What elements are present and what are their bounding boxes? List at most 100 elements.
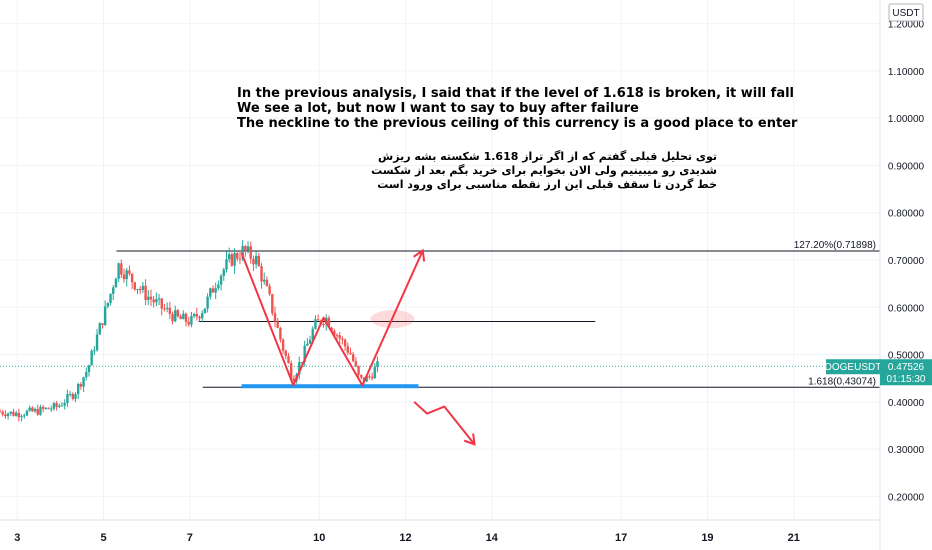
x-tick-label: 10: [313, 532, 325, 544]
candle-body: [141, 285, 145, 290]
candle-body: [79, 384, 83, 387]
candle-body: [87, 365, 91, 373]
candle-body: [201, 313, 204, 319]
currency-label: USDT: [888, 3, 924, 22]
candle-body: [190, 315, 193, 325]
candle-body: [41, 406, 45, 409]
candle-body: [160, 298, 163, 309]
candle-body: [263, 279, 266, 282]
persian-line-3: خط گردن تا سقف قبلی این ارز نقطه مناسبی …: [377, 178, 717, 191]
english-line-3: The neckline to the previous ceiling of …: [237, 116, 798, 131]
x-tick-label: 14: [486, 532, 499, 544]
candle-body: [36, 408, 39, 415]
candle-body: [44, 407, 48, 409]
red-down-path: [413, 401, 476, 445]
candle-body: [311, 328, 314, 340]
candle-body: [179, 316, 182, 320]
candle-body: [373, 367, 376, 379]
y-tick-label: 0.50000: [888, 351, 925, 362]
price-axis[interactable]: 1.20000 1.10000 1.00000 0.90000 0.80000 0.700…: [888, 20, 925, 504]
candle-body: [246, 246, 250, 251]
candle-body: [176, 310, 180, 317]
candle-body: [335, 335, 339, 337]
candle-body: [368, 376, 371, 378]
candle-body: [349, 352, 352, 355]
candle-body: [233, 253, 236, 266]
x-tick-label: 19: [701, 532, 713, 544]
x-tick-label: 17: [615, 532, 627, 544]
candle-body: [66, 394, 69, 403]
candle-body: [155, 299, 158, 303]
candle-body: [222, 269, 225, 276]
candle-body: [265, 279, 269, 287]
candle-body: [219, 275, 223, 285]
candle-body: [346, 346, 349, 353]
grid: [0, 0, 880, 520]
candle-body: [63, 402, 66, 406]
candle-body: [68, 393, 72, 395]
candle-body: [157, 298, 161, 300]
candle-body: [198, 316, 201, 319]
persian-line-1: توی تحلیل قبلی گفتم که از اگر تراز 1.618…: [378, 150, 717, 163]
candle-body: [273, 313, 277, 322]
candle-body: [0, 411, 2, 413]
english-line-1: In the previous analysis, I said that if…: [237, 86, 795, 101]
y-tick-label: 0.70000: [888, 256, 925, 267]
candle-body: [209, 288, 212, 297]
candle-body: [279, 327, 282, 340]
candle-body: [298, 362, 301, 375]
candle-body: [20, 416, 23, 418]
candle-body: [284, 350, 287, 356]
candle-body: [152, 299, 155, 303]
candle-body: [252, 258, 255, 265]
time-axis[interactable]: 3 5 7 10 12 14 17 19 21: [14, 532, 800, 544]
candle-body: [50, 408, 53, 410]
candle-body: [238, 258, 242, 260]
candle-body: [39, 406, 42, 415]
candle-body: [195, 314, 199, 317]
candle-body: [225, 259, 228, 270]
candle-body: [211, 288, 215, 293]
candle-body: [341, 338, 344, 340]
candle-body: [351, 354, 355, 362]
x-tick-label: 12: [399, 532, 411, 544]
candle-body: [25, 410, 29, 416]
candle-body: [327, 317, 331, 328]
candle-body: [289, 363, 293, 379]
candle-body: [55, 403, 58, 407]
candle-body: [82, 377, 85, 387]
english-line-2: We see a lot, but now I want to say to b…: [237, 101, 639, 116]
candle-body: [14, 412, 18, 416]
y-tick-label: 1.00000: [888, 114, 925, 125]
candle-body: [230, 254, 234, 266]
candle-body: [306, 343, 309, 346]
candle-body: [114, 278, 118, 288]
y-tick-label: 0.90000: [888, 161, 925, 172]
candle-body: [98, 323, 101, 335]
up-arrowhead: [413, 248, 426, 262]
candle-body: [249, 246, 252, 259]
red-zigzag-line: [240, 250, 424, 387]
candle-body: [174, 310, 177, 322]
candle-body: [217, 284, 220, 289]
candle-body: [1, 411, 4, 415]
candle-body: [168, 307, 172, 314]
currency-text: USDT: [892, 8, 919, 19]
candle-body: [120, 263, 123, 275]
candle-body: [308, 339, 312, 344]
candle-body: [109, 293, 112, 303]
support-zone: [241, 384, 419, 389]
candle-body: [281, 339, 285, 351]
candle-body: [354, 361, 358, 367]
candle-body: [138, 288, 142, 290]
candle-body: [343, 339, 347, 347]
x-tick-label: 5: [100, 532, 106, 544]
candle-body: [260, 266, 263, 282]
candle-body: [117, 263, 120, 279]
candle-body: [203, 308, 207, 314]
candle-body: [112, 287, 115, 294]
candle-body: [303, 345, 306, 362]
y-tick-label: 0.30000: [888, 445, 925, 456]
candle-body: [47, 407, 50, 410]
